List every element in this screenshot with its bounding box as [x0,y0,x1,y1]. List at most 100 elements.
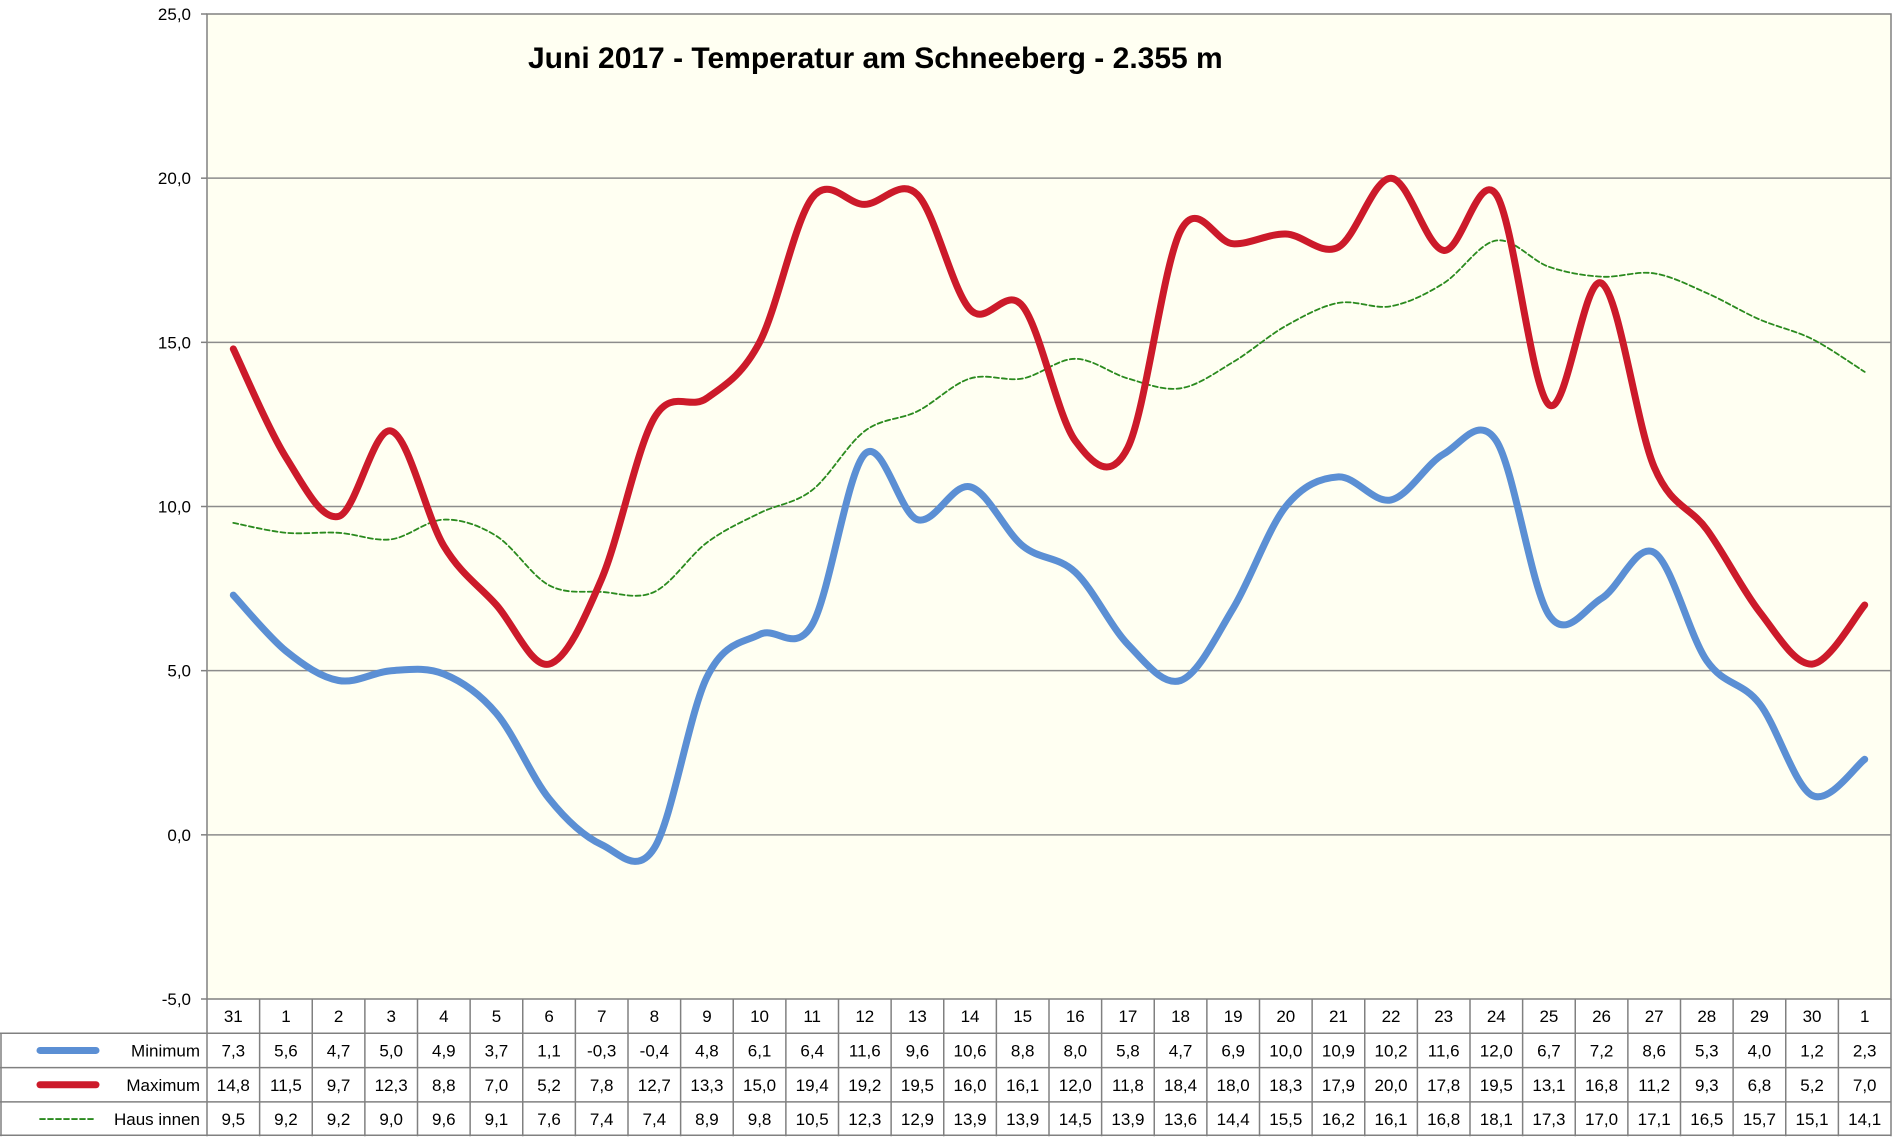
table-cell-value: 15,0 [743,1076,776,1095]
table-cell-value: 1,2 [1800,1041,1824,1060]
table-cell-value: 16,1 [1006,1076,1039,1095]
table-cell-value: 16,2 [1322,1110,1355,1129]
series-lines [229,174,1869,865]
chart-title: Juni 2017 - Temperatur am Schneeberg - 2… [528,42,1223,75]
x-tick-label: 31 [224,1007,243,1026]
table-cell-value: 14,4 [1217,1110,1250,1129]
table-cell-value: 7,3 [221,1041,245,1060]
x-tick-label: 23 [1434,1007,1453,1026]
table-cell-value: 8,8 [432,1076,456,1095]
table-cell-value: 4,0 [1748,1041,1772,1060]
table-cell-value: 9,6 [432,1110,456,1129]
table-cell-value: 11,5 [270,1076,302,1095]
table-cell-value: -0,3 [587,1041,616,1060]
table-cell-value: 18,1 [1480,1110,1513,1129]
x-tick-label: 29 [1750,1007,1769,1026]
table-cell-value: 9,7 [327,1076,351,1095]
x-tick-label: 16 [1066,1007,1085,1026]
x-tick-label: 19 [1224,1007,1243,1026]
x-tick-label: 18 [1171,1007,1190,1026]
legend-label: Haus innen [114,1110,200,1129]
y-tick-label: 10,0 [158,498,191,517]
table-cell-value: 16,5 [1690,1110,1723,1129]
table-cell-value: 9,6 [906,1041,930,1060]
table-cell-value: 8,6 [1642,1041,1666,1060]
data-table: 31 1 2 3 4 5 6 7 8 9 10 11 12 13 14 15 16 17 18 19 20 21 22 23 2… [0,999,1892,1137]
table-cell-value: 7,6 [537,1110,561,1129]
table-cell-value: 5,6 [274,1041,298,1060]
table-cell-value: 11,6 [849,1041,881,1060]
legend-label: Minimum [131,1041,200,1060]
table-cell-value: 7,0 [1853,1076,1877,1095]
x-tick-label: 27 [1645,1007,1664,1026]
table-cell-value: 8,0 [1063,1041,1087,1060]
y-tick-label: -5,0 [162,990,191,1009]
table-cell-value: 5,2 [537,1076,561,1095]
table-cell-value: 2,3 [1853,1041,1877,1060]
table-cell-value: 11,6 [1428,1041,1460,1060]
x-tick-label: 20 [1276,1007,1295,1026]
table-cell-value: 13,9 [1006,1110,1039,1129]
table-cell-value: 11,8 [1112,1076,1144,1095]
y-tick-label: 15,0 [158,333,191,352]
x-tick-label: 2 [334,1007,343,1026]
table-cell-value: 15,7 [1743,1110,1776,1129]
table-cell-value: 14,5 [1059,1110,1092,1129]
table-cell-value: 19,5 [901,1076,934,1095]
table-cell-value: 17,1 [1638,1110,1671,1129]
table-cell-value: 9,2 [274,1110,298,1129]
table-cell-value: 8,9 [695,1110,719,1129]
table-cell-value: 4,8 [695,1041,719,1060]
table-cell-value: 7,4 [642,1110,666,1129]
x-tick-label: 5 [492,1007,501,1026]
table-cell-value: 19,5 [1480,1076,1513,1095]
x-tick-label: 13 [908,1007,927,1026]
table-cell-value: 15,1 [1796,1110,1829,1129]
table-cell-value: 17,3 [1532,1110,1565,1129]
table-cell-value: 5,2 [1800,1076,1824,1095]
table-cell-value: 18,3 [1269,1076,1302,1095]
table-cell-value: 17,0 [1585,1110,1618,1129]
table-cell-value: 13,6 [1164,1110,1197,1129]
table-cell-value: 10,0 [1269,1041,1302,1060]
table-cell-value: 1,1 [537,1041,561,1060]
table-cell-value: 13,1 [1532,1076,1565,1095]
x-tick-label: 1 [281,1007,290,1026]
table-cell-value: 6,1 [748,1041,772,1060]
legend-label: Maximum [126,1076,200,1095]
table-cell-value: 12,3 [848,1110,881,1129]
table-cell-value: 16,8 [1585,1076,1618,1095]
table-cell-value: 12,7 [638,1076,671,1095]
table-cell-value: 6,8 [1748,1076,1772,1095]
table-cell-value: 11,2 [1638,1076,1670,1095]
table-cell-value: 13,9 [1111,1110,1144,1129]
table-cell-value: 14,8 [217,1076,250,1095]
table-cell-value: 8,8 [1011,1041,1035,1060]
table-cell-value: 18,4 [1164,1076,1197,1095]
x-tick-label: 30 [1803,1007,1822,1026]
table-cell-value: 10,9 [1322,1041,1355,1060]
table-cell-value: 7,2 [1590,1041,1614,1060]
x-tick-label: 10 [750,1007,769,1026]
table-cell-value: 3,7 [485,1041,509,1060]
table-cell-value: 14,1 [1848,1110,1881,1129]
x-tick-label: 14 [961,1007,980,1026]
x-tick-label: 12 [855,1007,874,1026]
table-cell-value: 12,3 [375,1076,408,1095]
table-cell-value: 5,3 [1695,1041,1719,1060]
y-tick-label: 20,0 [158,169,191,188]
table-cell-value: 12,0 [1480,1041,1513,1060]
table-cell-value: 19,4 [796,1076,829,1095]
x-tick-label: 15 [1013,1007,1032,1026]
table-cell-value: 17,9 [1322,1076,1355,1095]
table-cell-value: 9,3 [1695,1076,1719,1095]
table-cell-value: 7,0 [485,1076,509,1095]
x-tick-label: 6 [544,1007,553,1026]
x-tick-label: 21 [1329,1007,1348,1026]
x-tick-label: 1 [1860,1007,1869,1026]
table-cell-value: 10,5 [796,1110,829,1129]
table-cell-value: 13,9 [954,1110,987,1129]
table-cell-value: 6,7 [1537,1041,1561,1060]
table-cell-value: 6,4 [800,1041,824,1060]
